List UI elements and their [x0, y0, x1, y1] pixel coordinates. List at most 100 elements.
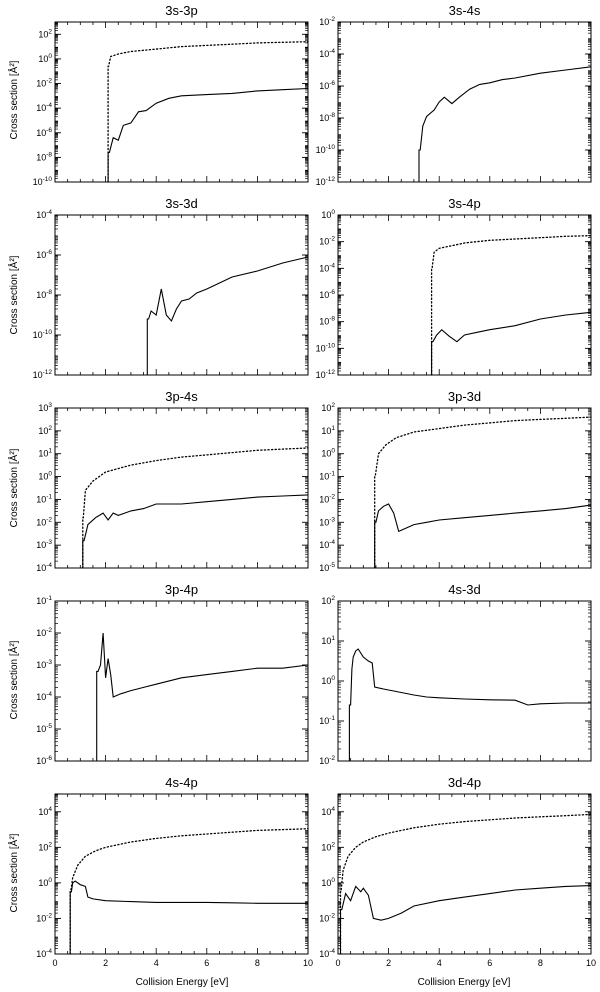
y-tick-label: 10-4 [319, 262, 335, 273]
y-tick-label: 10-2 [36, 627, 52, 638]
plot-frame [54, 793, 309, 955]
y-tick-label: 103 [38, 402, 52, 413]
y-tick-label: 102 [321, 841, 335, 852]
series-line-solid [107, 87, 309, 182]
plot-frame [337, 407, 592, 569]
panel-4s-4p: 4s-4p 104 102 100 10-2 10-40 2 4 6 8 10 [36, 775, 313, 968]
y-tick-label: 10-4 [319, 48, 335, 59]
series-line-solid [146, 256, 309, 375]
y-tick-label: 10-3 [319, 516, 335, 527]
y-tick-label: 101 [38, 448, 52, 459]
y-tick-label: 100 [321, 448, 335, 459]
y-tick-label: 10-10 [33, 176, 53, 187]
y-tick-label: 100 [38, 53, 52, 64]
y-tick-label: 10-3 [36, 539, 52, 550]
y-tick-label: 10-2 [319, 493, 335, 504]
x-tick-label: 0 [335, 958, 340, 968]
panel-title: 3s-4p [448, 196, 481, 211]
y-tick-label: 10-6 [36, 249, 52, 260]
y-tick-label: 104 [321, 806, 335, 817]
plot-frame [54, 407, 309, 569]
plot-frame [337, 214, 592, 376]
y-tick-label: 10-1 [36, 493, 52, 504]
plot-frame [337, 793, 592, 955]
panel-3p-3d: 3p-3d 102 101 100 10-1 10-2 10-3 10-4 10-5 [319, 389, 592, 573]
panel-title: 4s-3d [448, 582, 481, 597]
y-tick-label: 10-1 [36, 595, 52, 606]
y-tick-label: 101 [321, 425, 335, 436]
y-tick-label: 10-1 [319, 471, 335, 482]
series-line-dotted [69, 828, 309, 955]
y-tick-label: 101 [321, 635, 335, 646]
x-tick-label: 8 [255, 958, 260, 968]
panel-title: 3d-4p [448, 775, 481, 790]
y-tick-label: 10-4 [36, 102, 52, 113]
y-tick-label: 102 [321, 595, 335, 606]
x-tick-label: 8 [538, 958, 543, 968]
chart-panels: 3s-3p10210010-210-410-610-810-103s-4s10-… [33, 3, 596, 968]
x-axis-label-left: Collision Energy [eV] [136, 977, 229, 988]
x-tick-label: 2 [386, 958, 391, 968]
plot-frame [54, 600, 309, 762]
y-tick-label: 10-4 [36, 562, 52, 573]
y-tick-label: 10-4 [319, 948, 335, 959]
series-line-solid [418, 66, 592, 182]
y-tick-label: 10-2 [319, 16, 335, 27]
series-line-dotted [374, 416, 592, 569]
panel-title: 3s-3p [165, 3, 198, 18]
y-axis-label-row3: Cross section [Å²] [7, 448, 20, 527]
y-axis-label-row4: Cross section [Å²] [7, 640, 20, 719]
panel-3s-4p: 3s-4p 100 10-2 10-4 10-6 10-8 10-10 10-12 [316, 196, 592, 380]
series-line-dotted [430, 235, 592, 376]
x-tick-label: 10 [586, 958, 596, 968]
y-tick-label: 10-6 [36, 755, 52, 766]
y-tick-label: 10-2 [36, 516, 52, 527]
y-tick-label: 10-4 [36, 209, 52, 220]
y-tick-label: 102 [38, 841, 52, 852]
y-tick-label: 10-1 [319, 715, 335, 726]
y-tick-label: 10-2 [36, 78, 52, 89]
y-tick-label: 10-5 [319, 562, 335, 573]
series-line-solid [69, 880, 308, 954]
series-line-solid [431, 311, 592, 375]
y-tick-label: 10-6 [319, 289, 335, 300]
y-tick-label: 10-10 [316, 342, 336, 353]
panel-3s-3d: 3s-3d 10-4 10-6 10-8 10-10 10-12 [33, 196, 309, 380]
y-tick-label: 100 [38, 471, 52, 482]
series-line-dotted [339, 813, 592, 955]
y-tick-label: 10-4 [36, 948, 52, 959]
y-tick-label: 10-10 [33, 329, 53, 340]
y-tick-label: 10-12 [33, 369, 53, 380]
y-tick-label: 10-2 [319, 912, 335, 923]
panel-3s-3p: 3s-3p 102 100 10-2 10-4 10-6 10-8 10-10 [33, 3, 309, 187]
y-axis-label-row2: Cross section [Å²] [7, 255, 20, 334]
y-tick-label: 100 [321, 675, 335, 686]
series-line-dotted [82, 447, 309, 569]
y-tick-label: 102 [321, 402, 335, 413]
series-line-solid [96, 632, 309, 761]
y-tick-label: 10-10 [316, 144, 336, 155]
x-tick-label: 6 [204, 958, 209, 968]
x-tick-label: 2 [103, 958, 108, 968]
x-tick-label: 6 [487, 958, 492, 968]
plot-frame [337, 21, 592, 183]
y-tick-label: 104 [38, 806, 52, 817]
series-line-solid [374, 503, 592, 568]
y-tick-label: 10-2 [319, 755, 335, 766]
y-tick-label: 10-2 [36, 912, 52, 923]
series-line-solid [339, 885, 592, 954]
y-tick-label: 100 [321, 877, 335, 888]
y-tick-label: 10-2 [319, 236, 335, 247]
panel-title: 3p-4s [165, 389, 198, 404]
panel-title: 3p-4p [165, 582, 198, 597]
y-tick-label: 10-12 [316, 369, 336, 380]
series-line-dotted [107, 41, 309, 183]
y-tick-label: 10-4 [36, 691, 52, 702]
y-tick-label: 10-5 [36, 723, 52, 734]
series-line-solid [348, 648, 591, 761]
y-tick-label: 100 [38, 877, 52, 888]
panel-3s-4s: 3s-4s 10-2 10-4 10-6 10-8 10-10 10-12 [316, 3, 592, 187]
y-tick-label: 10-4 [319, 539, 335, 550]
y-tick-label: 10-12 [316, 176, 336, 187]
